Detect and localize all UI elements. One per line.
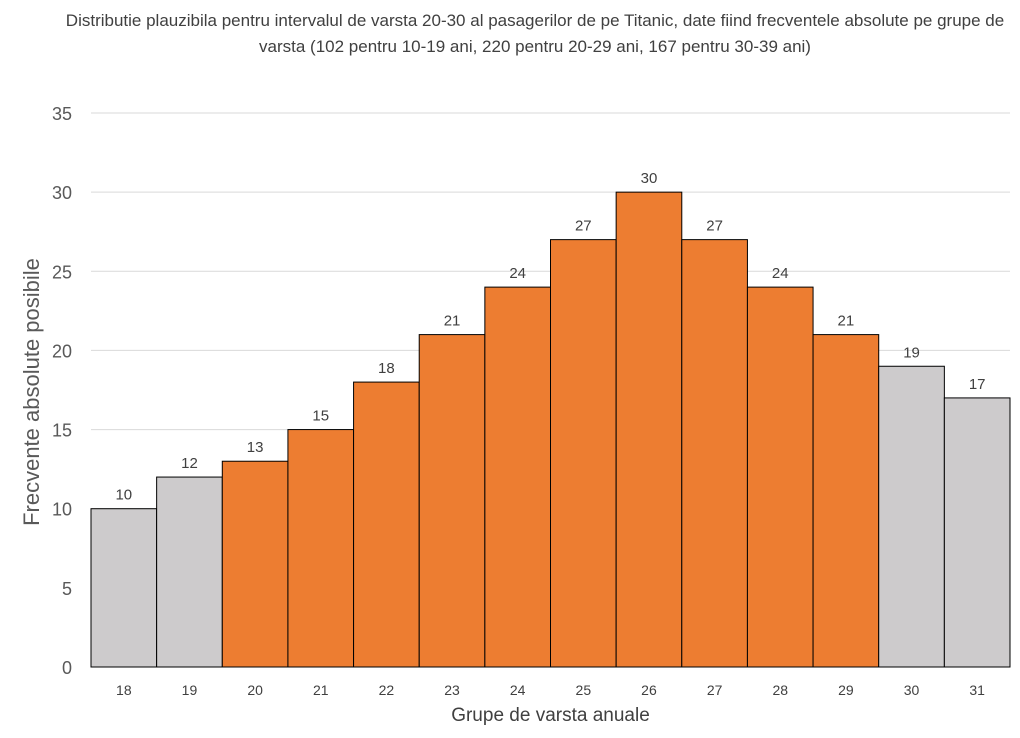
x-tick-label: 25: [576, 682, 592, 698]
y-tick-label: 15: [52, 421, 72, 441]
bar-28: [746, 286, 814, 668]
bars: [90, 191, 1011, 668]
data-label: 30: [641, 170, 658, 187]
x-axis-label: Grupe de varsta anuale: [451, 705, 650, 726]
bar-27: [681, 239, 748, 668]
x-tick-label: 29: [838, 682, 854, 698]
data-label: 12: [181, 455, 198, 472]
x-tick-label: 28: [772, 682, 788, 698]
data-label: 27: [575, 218, 592, 235]
x-tick-label: 19: [182, 682, 198, 698]
bar-30: [878, 365, 945, 668]
data-label: 15: [312, 408, 329, 425]
y-tick-label: 0: [62, 658, 72, 678]
x-tick-label: 24: [510, 682, 526, 698]
data-label: 21: [838, 313, 855, 330]
y-tick-labels: 0 5 10 15 20 25 30 35: [52, 104, 72, 678]
bar-19: [156, 476, 223, 668]
chart-title: Distributie plauzibila pentru intervalul…: [65, 11, 1005, 56]
data-label: 17: [969, 376, 986, 393]
data-label: 21: [444, 313, 461, 330]
bar-29: [812, 334, 880, 668]
data-label: 19: [903, 344, 920, 361]
x-tick-label: 30: [904, 682, 920, 698]
bar-22: [353, 381, 420, 668]
x-tick-label: 31: [969, 682, 985, 698]
bar-26: [615, 191, 683, 668]
data-label: 27: [706, 218, 723, 235]
x-tick-labels: 18 19 20 21 22 23 24 25 26 27 28 29 30 31: [116, 682, 985, 698]
y-tick-label: 10: [52, 500, 72, 520]
bar-23: [418, 334, 486, 668]
bar-18: [90, 508, 158, 668]
data-label: 10: [115, 487, 132, 504]
bar-31: [943, 397, 1011, 668]
x-tick-label: 20: [247, 682, 263, 698]
y-tick-label: 5: [62, 579, 72, 599]
x-tick-label: 18: [116, 682, 132, 698]
bar-20: [221, 460, 289, 668]
bar-24: [484, 286, 552, 668]
y-tick-label: 30: [52, 183, 72, 203]
data-label: 13: [247, 439, 264, 456]
x-tick-label: 26: [641, 682, 657, 698]
data-label: 24: [509, 265, 526, 282]
data-label: 24: [772, 265, 789, 282]
data-labels: 10 12 13 15 18 21 24 27 30 27 24 21 19 17: [115, 170, 985, 504]
y-tick-label: 25: [52, 262, 72, 282]
data-label: 18: [378, 360, 395, 377]
x-tick-label: 21: [313, 682, 329, 698]
bar-25: [550, 239, 617, 668]
bar-21: [287, 429, 355, 668]
x-tick-label: 23: [444, 682, 460, 698]
y-tick-label: 35: [52, 104, 72, 124]
x-tick-label: 22: [379, 682, 395, 698]
x-tick-label: 27: [707, 682, 723, 698]
y-tick-label: 20: [52, 341, 72, 361]
